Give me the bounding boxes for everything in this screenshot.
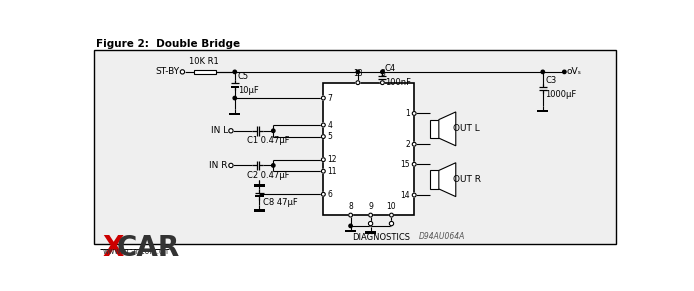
Circle shape xyxy=(233,96,237,100)
Text: 10μF: 10μF xyxy=(238,86,259,95)
Circle shape xyxy=(356,81,359,85)
Circle shape xyxy=(321,96,325,100)
Polygon shape xyxy=(439,112,456,146)
Text: 9: 9 xyxy=(368,202,373,211)
Text: X: X xyxy=(102,234,124,262)
Text: IN R: IN R xyxy=(210,161,228,170)
Text: C3: C3 xyxy=(545,76,557,85)
Text: 11: 11 xyxy=(328,167,337,176)
Text: 4: 4 xyxy=(328,120,332,129)
Bar xyxy=(323,83,414,215)
Circle shape xyxy=(233,70,237,74)
Text: OUT R: OUT R xyxy=(452,175,481,184)
Bar xyxy=(194,70,216,74)
Text: DIAGNOSTICS: DIAGNOSTICS xyxy=(352,233,410,242)
Bar xyxy=(537,110,548,112)
Text: 8: 8 xyxy=(348,202,353,211)
Bar xyxy=(255,195,264,197)
Bar xyxy=(230,86,239,88)
Bar xyxy=(430,120,439,138)
Circle shape xyxy=(389,221,393,226)
Text: 14: 14 xyxy=(400,191,410,200)
Circle shape xyxy=(369,221,373,226)
Text: www.xcar.com.cn: www.xcar.com.cn xyxy=(102,247,169,256)
Bar xyxy=(94,50,616,244)
Text: 10: 10 xyxy=(387,202,396,211)
Circle shape xyxy=(389,213,393,217)
Text: 6: 6 xyxy=(328,190,332,199)
Circle shape xyxy=(229,163,233,168)
Text: D94AU064A: D94AU064A xyxy=(418,232,465,241)
Circle shape xyxy=(321,192,325,196)
Circle shape xyxy=(348,213,353,217)
Text: 1000μF: 1000μF xyxy=(545,90,576,99)
Text: 100nF: 100nF xyxy=(384,78,411,87)
Bar xyxy=(254,209,265,212)
Text: 1: 1 xyxy=(405,109,410,118)
Text: CAR: CAR xyxy=(116,234,180,262)
Bar xyxy=(254,184,265,187)
Bar xyxy=(365,231,376,234)
Circle shape xyxy=(412,142,416,146)
Circle shape xyxy=(356,70,359,74)
Circle shape xyxy=(271,164,275,167)
Circle shape xyxy=(563,70,566,74)
Circle shape xyxy=(381,70,384,74)
Text: oVₛ: oVₛ xyxy=(567,67,582,76)
Text: 13: 13 xyxy=(353,70,363,79)
Text: OUT L: OUT L xyxy=(452,124,480,133)
Polygon shape xyxy=(439,163,456,197)
Text: 10K R1: 10K R1 xyxy=(189,57,219,66)
Circle shape xyxy=(369,213,373,217)
Text: C8 47μF: C8 47μF xyxy=(262,198,297,207)
Circle shape xyxy=(271,129,275,132)
Bar xyxy=(345,230,356,233)
Circle shape xyxy=(412,193,416,197)
Circle shape xyxy=(321,169,325,173)
Text: 2: 2 xyxy=(405,140,410,149)
Circle shape xyxy=(321,123,325,127)
Circle shape xyxy=(412,111,416,116)
Circle shape xyxy=(321,135,325,139)
Text: Figure 2:  Double Bridge: Figure 2: Double Bridge xyxy=(96,39,240,49)
Circle shape xyxy=(541,70,545,74)
Text: 7: 7 xyxy=(328,94,332,102)
Text: C1 0.47μF: C1 0.47μF xyxy=(247,136,289,145)
Circle shape xyxy=(412,162,416,166)
Text: 5: 5 xyxy=(328,132,332,141)
Text: 3: 3 xyxy=(380,70,385,79)
Text: C5: C5 xyxy=(238,72,249,81)
Circle shape xyxy=(180,70,185,74)
Circle shape xyxy=(349,224,353,228)
Text: ST-BY: ST-BY xyxy=(155,68,179,76)
Bar xyxy=(230,113,240,116)
Bar xyxy=(430,171,439,189)
Text: C4: C4 xyxy=(384,64,396,73)
Text: C2 0.47μF: C2 0.47μF xyxy=(247,171,289,180)
Text: 12: 12 xyxy=(328,155,337,164)
Text: IN L: IN L xyxy=(210,126,228,135)
Text: 15: 15 xyxy=(400,160,410,169)
Circle shape xyxy=(321,158,325,162)
Circle shape xyxy=(380,81,384,85)
Circle shape xyxy=(229,129,233,133)
